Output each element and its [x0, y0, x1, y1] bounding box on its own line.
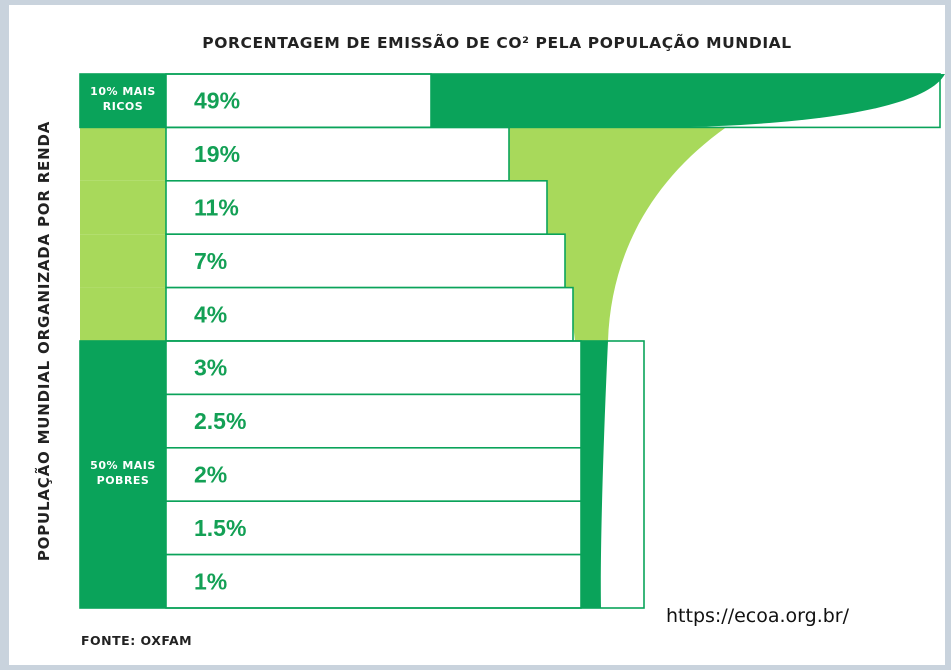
- data-row: [165, 446, 582, 502]
- value-label: 3%: [194, 355, 227, 381]
- group-labels: 10% MAIS RICOS 50% MAIS POBRES: [90, 85, 156, 487]
- group-label-line: 50% MAIS: [90, 459, 156, 472]
- group-label-line: RICOS: [103, 100, 143, 113]
- block-poorest: [80, 341, 166, 608]
- value-label: 1.5%: [194, 515, 246, 541]
- income-group-blocks: [80, 74, 166, 608]
- block-richest: [80, 74, 166, 128]
- data-row: [165, 233, 566, 289]
- data-row: [165, 500, 582, 556]
- richest-group-outline: [79, 73, 941, 129]
- data-row: [165, 180, 548, 236]
- block-middle: [80, 180, 166, 235]
- value-label: 11%: [194, 195, 239, 221]
- source-note: FONTE: OXFAM: [81, 633, 192, 648]
- data-row: [165, 393, 582, 449]
- value-label: 1%: [194, 568, 227, 594]
- chart-frame: PORCENTAGEM DE EMISSÃO DE CO² PELA POPUL…: [9, 5, 945, 665]
- value-labels: 49% 19% 11% 7% 4% 3% 2.5% 2% 1.5% 1%: [194, 88, 246, 595]
- block-middle: [80, 287, 166, 341]
- data-rows: [79, 73, 941, 609]
- value-label: 2.5%: [194, 408, 246, 434]
- value-label: 4%: [194, 301, 227, 327]
- chart-title: PORCENTAGEM DE EMISSÃO DE CO² PELA POPUL…: [202, 33, 792, 52]
- y-axis-label: POPULAÇÃO MUNDIAL ORGANIZADA POR RENDA: [34, 121, 53, 561]
- value-label: 49%: [194, 88, 240, 114]
- value-label: 7%: [194, 248, 227, 274]
- source-url: https://ecoa.org.br/: [666, 605, 850, 627]
- value-label: 19%: [194, 141, 240, 167]
- data-row: [165, 553, 582, 609]
- co2-emission-chart: PORCENTAGEM DE EMISSÃO DE CO² PELA POPUL…: [34, 33, 945, 648]
- data-row: [165, 340, 582, 396]
- block-middle: [80, 234, 166, 288]
- poorest-group-outline: [79, 340, 645, 609]
- data-row: [165, 286, 574, 342]
- block-middle: [80, 127, 166, 181]
- funnel-bottom-stem: [575, 341, 608, 608]
- group-label-line: POBRES: [97, 474, 150, 487]
- group-label-line: 10% MAIS: [90, 85, 156, 98]
- value-label: 2%: [194, 462, 227, 488]
